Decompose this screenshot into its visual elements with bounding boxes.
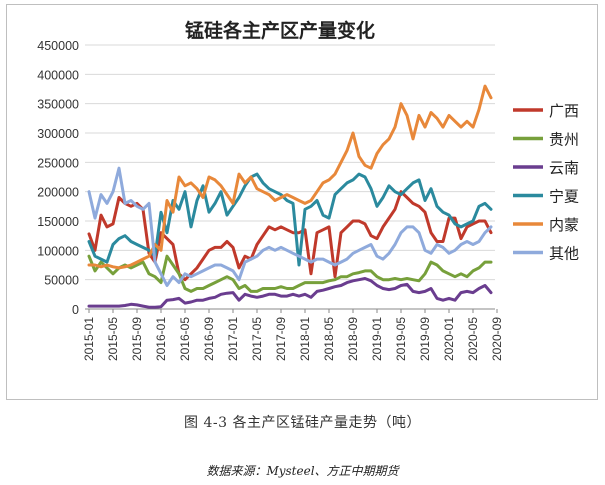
y-tick-label: 300000 xyxy=(37,127,79,141)
x-tick-label: 2019-05 xyxy=(394,317,408,361)
axes: 0 50000 100000 150000 200000 250000 300000 3500… xyxy=(37,39,504,361)
x-tick-label: 2018-05 xyxy=(322,317,336,361)
x-tick-label: 2019-01 xyxy=(370,317,384,361)
series-line-云南 xyxy=(87,277,493,309)
x-tick-label: 2017-09 xyxy=(274,317,288,361)
x-tick-label: 2015-09 xyxy=(130,317,144,361)
line-chart: 锰硅各主产区产量变化 0 50000 100000 150000 200000 25000… xyxy=(37,19,579,361)
legend-label: 其他 xyxy=(549,245,579,263)
legend-label: 内蒙 xyxy=(549,216,579,234)
y-tick-label: 150000 xyxy=(37,215,79,229)
x-tick-label: 2017-05 xyxy=(250,317,264,361)
y-tick-label: 350000 xyxy=(37,98,79,112)
y-tick-label: 50000 xyxy=(44,274,79,288)
legend-label: 宁夏 xyxy=(549,188,579,206)
series-line-其他 xyxy=(87,166,493,287)
chart-title: 锰硅各主产区产量变化 xyxy=(185,19,375,42)
y-tick-label: 100000 xyxy=(37,244,79,258)
series-lines xyxy=(87,84,493,309)
x-tick-label: 2016-09 xyxy=(202,317,216,361)
y-tick-label: 250000 xyxy=(37,156,79,170)
figure-caption: 图 4-3 各主产区锰硅产量走势（吨） xyxy=(184,415,421,431)
x-tick-label: 2020-01 xyxy=(442,317,456,361)
x-tick-label: 2018-01 xyxy=(298,317,312,361)
x-tick-label: 2020-05 xyxy=(466,317,480,361)
x-tick-label: 2016-01 xyxy=(154,317,168,361)
legend-label: 云南 xyxy=(549,159,579,177)
x-tick-label: 2017-01 xyxy=(226,317,240,361)
series-line-贵州 xyxy=(87,254,493,293)
x-tick-label: 2019-09 xyxy=(418,317,432,361)
y-tick-label: 0 xyxy=(72,303,79,317)
x-tick-label: 2015-01 xyxy=(82,317,96,361)
series-line-宁夏 xyxy=(87,172,493,267)
x-tick-label: 2020-09 xyxy=(490,317,504,361)
y-tick-label: 400000 xyxy=(37,68,79,82)
chart-frame: 锰硅各主产区产量变化 0 50000 100000 150000 200000 25000… xyxy=(6,4,598,400)
x-tick-label: 2016-05 xyxy=(178,317,192,361)
source-note: 数据来源：Mysteel、方正中期期货 xyxy=(206,464,399,478)
x-tick-label: 2018-09 xyxy=(346,317,360,361)
legend-label: 贵州 xyxy=(549,131,579,149)
series-line-内蒙 xyxy=(87,84,493,270)
legend-label: 广西 xyxy=(549,102,579,120)
x-tick-label: 2015-05 xyxy=(106,317,120,361)
y-tick-label: 450000 xyxy=(37,39,79,53)
y-tick-label: 200000 xyxy=(37,186,79,200)
